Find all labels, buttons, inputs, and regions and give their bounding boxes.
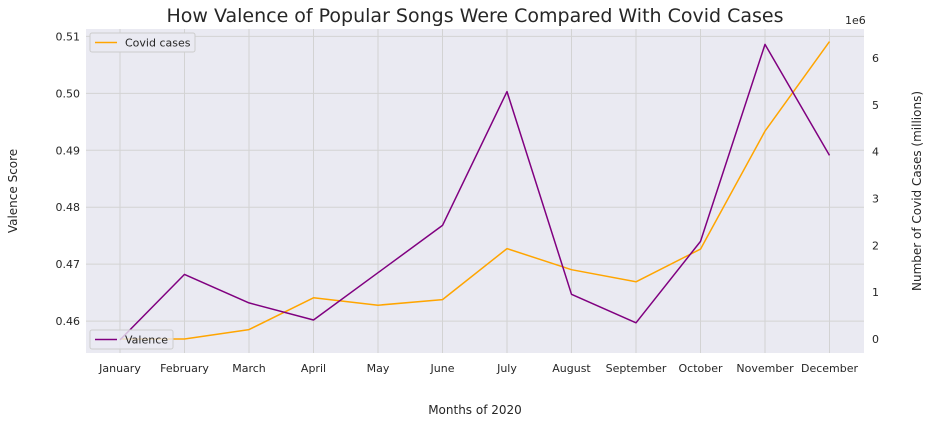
x-tick-label: June [430, 362, 455, 375]
right-y-tick-label: 6 [872, 52, 879, 65]
right-y-tick-label: 4 [872, 146, 879, 159]
chart-title: How Valence of Popular Songs Were Compar… [166, 5, 783, 27]
valence-line [119, 43, 831, 341]
right-axis-offset-label: 1e6 [845, 14, 866, 27]
x-gridlines [119, 29, 830, 353]
legend-covid-label: Covid cases [125, 37, 191, 50]
right-y-tick-label: 2 [872, 239, 879, 252]
left-y-tick-label: 0.50 [56, 87, 81, 100]
right-y-tick-label: 1 [872, 286, 879, 299]
x-tick-label: November [736, 362, 794, 375]
legend-covid-box [89, 32, 196, 53]
y-gridlines [86, 35, 864, 322]
x-tick-label: February [160, 362, 209, 375]
legend-valence: Valence [89, 329, 174, 350]
left-y-tick-label: 0.48 [56, 201, 81, 214]
left-y-tick-label: 0.51 [56, 30, 81, 43]
plot-area [86, 29, 864, 353]
x-tick-label: July [496, 362, 517, 375]
x-tick-labels: January February March April May June July Augu… [98, 362, 858, 375]
series-layer [119, 41, 831, 341]
legend-valence-box [89, 329, 174, 350]
x-tick-label: December [801, 362, 859, 375]
left-y-tick-label: 0.49 [56, 144, 81, 157]
left-y-tick-labels: 0.46 0.47 0.48 0.49 0.50 0.51 [56, 30, 81, 328]
x-tick-label: May [367, 362, 390, 375]
x-tick-label: August [552, 362, 591, 375]
legend-valence-label: Valence [125, 334, 168, 347]
right-y-tick-label: 3 [872, 192, 879, 205]
x-tick-label: March [232, 362, 266, 375]
left-y-tick-label: 0.47 [56, 258, 81, 271]
right-y-axis-label: Number of Covid Cases (millions) [910, 91, 924, 291]
x-tick-label: October [678, 362, 722, 375]
right-y-tick-label: 0 [872, 333, 879, 346]
right-y-tick-label: 5 [872, 99, 879, 112]
left-y-axis-label: Valence Score [6, 149, 20, 233]
covid-cases-line [120, 41, 831, 340]
x-axis-label: Months of 2020 [428, 403, 522, 417]
right-y-tick-labels: 0 1 2 3 4 5 6 [872, 52, 879, 346]
left-y-tick-label: 0.46 [56, 315, 81, 328]
x-tick-label: April [301, 362, 326, 375]
legend-covid-cases: Covid cases [89, 32, 196, 53]
x-tick-label: January [98, 362, 141, 375]
x-tick-label: September [606, 362, 667, 375]
